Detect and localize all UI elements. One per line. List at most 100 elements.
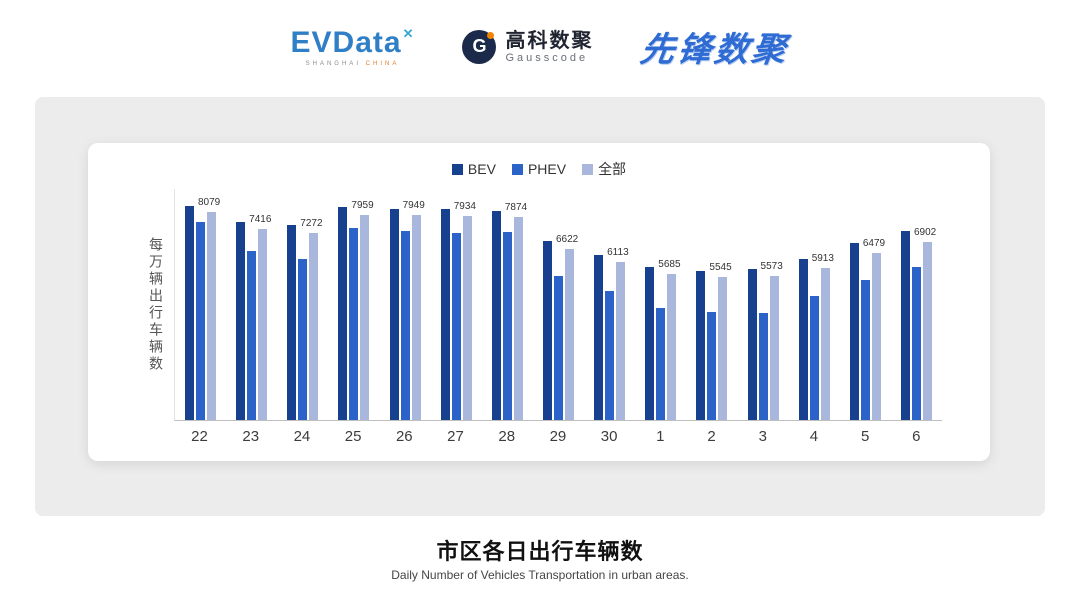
bar-group: 6622 bbox=[542, 234, 578, 420]
x-tick: 6 bbox=[912, 428, 921, 445]
bar-PHEV bbox=[911, 266, 921, 420]
legend-swatch bbox=[511, 163, 523, 175]
bar-group: 5573 bbox=[747, 261, 783, 420]
gausscode-orange-dot-icon bbox=[487, 31, 495, 39]
bar-BEV bbox=[440, 208, 450, 420]
x-tick: 24 bbox=[293, 428, 311, 445]
bar-group: 6902 bbox=[900, 227, 936, 420]
bar-group: 8079 bbox=[185, 197, 220, 420]
bar-value-label: 6479 bbox=[862, 238, 886, 249]
x-tick: 29 bbox=[549, 428, 567, 445]
bar-BEV bbox=[491, 211, 501, 420]
bar-BEV bbox=[849, 243, 859, 420]
bar-PHEV bbox=[247, 251, 257, 420]
x-tick: 3 bbox=[758, 428, 767, 445]
plot-wrap: 8079 7416 7272 7959 7949 7934 7874 6622 6113 5685… bbox=[174, 189, 942, 445]
bar-全部 bbox=[769, 276, 779, 420]
evdata-star-icon: ✕ bbox=[402, 26, 415, 41]
x-tick: 23 bbox=[242, 428, 260, 445]
bar-全部 bbox=[820, 267, 830, 420]
bar-PHEV bbox=[502, 231, 512, 420]
evdata-tagline: SHANGHAI CHINA bbox=[291, 61, 415, 67]
bar-value-label: 5545 bbox=[709, 262, 732, 274]
bar-value-label: 7874 bbox=[504, 202, 528, 213]
bar-全部 bbox=[922, 242, 932, 420]
bar-BEV bbox=[798, 258, 808, 420]
bar-全部 bbox=[718, 277, 728, 420]
bar-全部 bbox=[411, 215, 421, 420]
bar-value-label: 7949 bbox=[402, 200, 425, 212]
chart-panel: BEV PHEV 全部 每万辆出行车辆数 8079 7416 7272 7959 7949 7… bbox=[35, 97, 1045, 516]
bar-BEV bbox=[185, 206, 194, 420]
bar-group: 7416 bbox=[236, 214, 271, 420]
x-tick: 1 bbox=[656, 428, 665, 445]
bar-全部 bbox=[207, 211, 216, 420]
bar-value-label: 8079 bbox=[198, 196, 221, 208]
bar-group: 7949 bbox=[389, 200, 425, 420]
chart-legend: BEV PHEV 全部 bbox=[88, 159, 990, 179]
bar-全部 bbox=[462, 215, 472, 420]
x-tick: 4 bbox=[809, 428, 819, 445]
x-tick: 30 bbox=[600, 428, 618, 445]
bar-value-label: 7272 bbox=[300, 217, 323, 229]
legend-item-BEV: BEV bbox=[451, 161, 496, 177]
gausscode-cn-name: 高科数聚 bbox=[505, 29, 594, 52]
evdata-logo: EVData✕ SHANGHAI CHINA bbox=[291, 26, 415, 67]
bar-value-label: 7959 bbox=[351, 199, 374, 211]
bar-全部 bbox=[564, 249, 574, 420]
bar-group: 6479 bbox=[849, 238, 885, 420]
x-tick: 2 bbox=[707, 428, 716, 445]
bar-value-label: 6113 bbox=[607, 247, 629, 259]
x-tick: 26 bbox=[395, 428, 413, 445]
bar-value-label: 6622 bbox=[555, 234, 579, 246]
bar-group: 7874 bbox=[491, 202, 527, 420]
plot-area: 8079 7416 7272 7959 7949 7934 7874 6622 6113 5685… bbox=[174, 189, 942, 421]
evdata-wordmark: EVData bbox=[290, 26, 402, 59]
bar-group: 6113 bbox=[594, 247, 629, 420]
bar-PHEV bbox=[809, 296, 819, 420]
legend-swatch bbox=[451, 163, 463, 175]
bar-全部 bbox=[258, 228, 268, 420]
gausscode-logo: G 高科数聚 Gausscode bbox=[462, 29, 593, 64]
bar-BEV bbox=[696, 270, 706, 420]
gausscode-en-name: Gausscode bbox=[505, 51, 589, 64]
evdata-logo-text: EVData✕ bbox=[291, 26, 415, 60]
y-axis-label: 每万辆出行车辆数 bbox=[148, 237, 164, 373]
legend-item-PHEV: PHEV bbox=[511, 161, 567, 177]
bar-全部 bbox=[667, 273, 677, 420]
gausscode-text: 高科数聚 Gausscode bbox=[505, 30, 593, 64]
chart-area: 每万辆出行车辆数 8079 7416 7272 7959 7949 7934 7874 662… bbox=[88, 179, 990, 445]
bar-BEV bbox=[594, 255, 604, 420]
bar-PHEV bbox=[860, 279, 870, 420]
bar-BEV bbox=[645, 266, 655, 420]
bar-PHEV bbox=[656, 307, 666, 420]
bar-value-label: 5913 bbox=[811, 252, 834, 264]
x-tick: 25 bbox=[344, 428, 362, 445]
chart-subtitle: Daily Number of Vehicles Transportation … bbox=[391, 568, 689, 582]
x-axis-ticks: 22 23 24 25 26 27 28 29 30 1 2 3 4 5 6 bbox=[174, 428, 942, 445]
bar-BEV bbox=[338, 207, 348, 420]
bar-PHEV bbox=[196, 221, 205, 420]
bar-group: 5685 bbox=[645, 259, 681, 420]
bar-value-label: 5685 bbox=[658, 258, 681, 270]
bar-PHEV bbox=[758, 313, 768, 420]
chart-card: BEV PHEV 全部 每万辆出行车辆数 8079 7416 7272 7959 7949 7… bbox=[88, 143, 990, 461]
bar-value-label: 6902 bbox=[913, 227, 937, 239]
bar-group: 5913 bbox=[798, 253, 834, 420]
bar-value-label: 5573 bbox=[760, 261, 783, 273]
legend-label: PHEV bbox=[527, 161, 567, 177]
bar-全部 bbox=[360, 214, 370, 420]
evdata-tagline-shanghai: SHANGHAI bbox=[305, 61, 361, 67]
bar-BEV bbox=[542, 240, 552, 420]
bar-value-label: 7416 bbox=[249, 213, 272, 225]
x-tick: 5 bbox=[860, 428, 870, 445]
bar-PHEV bbox=[707, 311, 717, 420]
bar-全部 bbox=[871, 253, 881, 420]
gausscode-icon-letter: G bbox=[472, 36, 487, 56]
bar-PHEV bbox=[553, 275, 563, 420]
bar-全部 bbox=[309, 232, 319, 420]
x-tick: 22 bbox=[191, 428, 208, 445]
xianfeng-logo: 先锋数聚 bbox=[638, 31, 792, 69]
chart-title: 市区各日出行车辆数 bbox=[436, 539, 644, 564]
bar-PHEV bbox=[298, 258, 308, 420]
